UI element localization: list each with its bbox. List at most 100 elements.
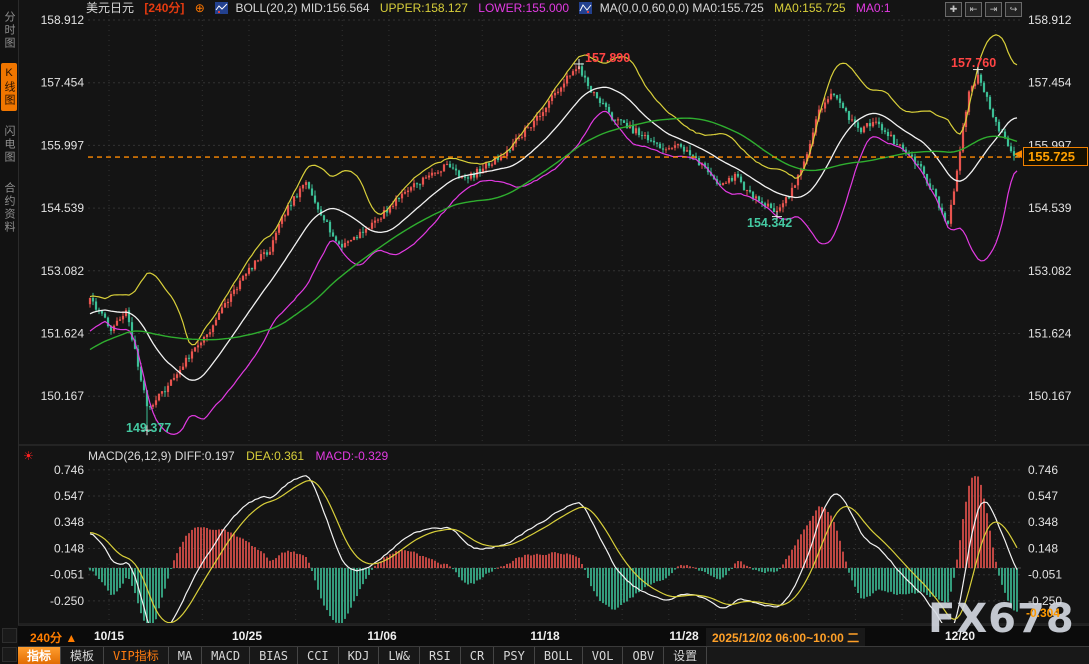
sidebar-item-4[interactable]: 合约资料 (3, 182, 15, 234)
tab-VOL[interactable]: VOL (583, 647, 624, 664)
y-axis-label: 150.167 (41, 389, 85, 403)
tab-BOLL[interactable]: BOLL (535, 647, 583, 664)
y-axis-label: 0.547 (54, 489, 84, 503)
y-axis-label: 151.624 (1028, 327, 1072, 341)
y-axis-label: 0.148 (54, 542, 84, 556)
sidebar-item-1[interactable]: 分时图 (3, 10, 15, 50)
chart-toolbar: ✚ ⇤ ⇥ ↪ (945, 2, 1022, 17)
y-axis-label: 0.746 (54, 463, 84, 477)
tab-MA[interactable]: MA (169, 647, 203, 664)
y-axis-label: 158.912 (1028, 13, 1072, 27)
macd-params-readout: MACD(26,12,9) DIFF:0.197 (88, 449, 235, 463)
mini-chart-icon[interactable] (215, 2, 229, 14)
mini-chart-icon[interactable] (579, 2, 593, 14)
boll-lower-readout: LOWER:155.000 (478, 1, 570, 15)
sidebar-item-3[interactable]: 闪电图 (3, 124, 15, 164)
shift-right-icon[interactable]: ⇥ (985, 2, 1002, 17)
y-axis-label: 157.454 (41, 76, 85, 90)
tab-指标[interactable]: 指标 (18, 647, 62, 664)
y-axis-label: 155.997 (41, 138, 85, 152)
detach-icon[interactable]: ↪ (1005, 2, 1022, 17)
corner-button-2[interactable] (2, 647, 17, 662)
shift-left-icon[interactable]: ⇤ (965, 2, 982, 17)
crosshair-datetime: 2025/12/02 06:00~10:00 二 (706, 628, 866, 647)
y-axis-label: 0.348 (54, 515, 84, 529)
boll-upper-line (89, 34, 1018, 346)
y-axis-label: 0.547 (1028, 489, 1058, 503)
y-axis-label: -0.051 (50, 568, 84, 582)
extreme-marker (574, 58, 584, 69)
extreme-marker (772, 211, 782, 222)
tab-KDJ[interactable]: KDJ (339, 647, 380, 664)
boll-mid-line (89, 86, 1018, 381)
tab-VIP指标[interactable]: VIP指标 (104, 647, 169, 664)
macd-dea-readout: DEA:0.361 (246, 449, 305, 463)
y-axis-label: -0.051 (1028, 568, 1062, 582)
candles-layer (88, 62, 1019, 431)
tab-RSI[interactable]: RSI (420, 647, 461, 664)
corner-button-1[interactable] (2, 628, 17, 643)
price-pointer-icon (1014, 150, 1022, 159)
extreme-value-label: 149.377 (126, 421, 171, 435)
ma0-readout-2: MA0:155.725 (774, 1, 846, 15)
tab-设置[interactable]: 设置 (664, 647, 708, 664)
y-axis-label: -0.250 (1028, 594, 1062, 608)
grid-layer (88, 15, 1022, 623)
boll-upper-readout: UPPER:158.127 (379, 1, 468, 15)
x-axis-label: 11/18 (530, 629, 560, 643)
time-axis-row: 240分 ▲ 2025/12/02 06:00~10:00 二 10/15 10/… (18, 625, 1089, 647)
macd-histogram (88, 476, 1022, 623)
x-axis-label: 10/15 (93, 629, 125, 643)
tab-MACD[interactable]: MACD (202, 647, 251, 664)
x-axis-label: 12/20 (944, 629, 976, 643)
tab-BIAS[interactable]: BIAS (250, 647, 298, 664)
period-badge[interactable]: [240分] (144, 1, 185, 15)
tab-OBV[interactable]: OBV (623, 647, 665, 664)
period-selector[interactable]: 240分 ▲ (30, 631, 78, 645)
indicator-legend: 美元日元 [240分] ⊕ BOLL(20,2) MID:156.564 UPP… (86, 1, 898, 16)
ma60-line (89, 117, 1018, 351)
extreme-value-label: 154.342 (747, 216, 792, 230)
y-axis-label: 0.148 (1028, 542, 1058, 556)
boll-readout: BOLL(20,2) MID:156.564 (235, 1, 370, 15)
alert-icon[interactable]: ☀ (23, 449, 34, 463)
extreme-value-label: 157.890 (585, 51, 630, 65)
y-axis-label: 150.167 (1028, 389, 1072, 403)
y-axis-label: -0.250 (50, 594, 84, 608)
y-axis-label: 153.082 (41, 264, 85, 278)
sidebar-item-2[interactable]: K线图 (1, 63, 17, 111)
symbol-name: 美元日元 (86, 1, 135, 15)
macd-diff-line (89, 475, 1018, 623)
extreme-marker (142, 425, 152, 436)
current-macd-value: -0.304 (1026, 606, 1061, 620)
boll-lower-line (89, 110, 1018, 435)
current-price-tag: 155.725 (1023, 147, 1088, 166)
extreme-marker (973, 64, 983, 75)
x-axis-label: 11/06 (367, 629, 397, 643)
macd-dea-line (89, 479, 1018, 623)
y-axis-label: 153.082 (1028, 264, 1072, 278)
pan-icon[interactable]: ✚ (945, 2, 962, 17)
y-axis-label: 158.912 (41, 13, 85, 27)
tab-CCI[interactable]: CCI (298, 647, 339, 664)
ma-readout: MA(0,0,0,60,0,0) MA0:155.725 (599, 1, 764, 15)
x-axis-label: 11/28 (669, 629, 699, 643)
tab-模板[interactable]: 模板 (61, 647, 105, 664)
y-axis-label: 0.348 (1028, 515, 1058, 529)
tab-CR[interactable]: CR (461, 647, 495, 664)
y-axis-label: 0.746 (1028, 463, 1058, 477)
macd-value-readout: MACD:-0.329 (315, 449, 389, 463)
chart-mode-sidebar: 分时图 K线图闪电图合约资料 (0, 0, 19, 664)
target-icon[interactable]: ⊕ (194, 1, 205, 15)
tab-PSY[interactable]: PSY (494, 647, 535, 664)
x-axis-label: 10/25 (231, 629, 263, 643)
y-axis-label: 151.624 (41, 327, 85, 341)
indicator-tab-bar: 指标 模板 VIP指标 MA MACD BIAS CCI KDJ LW& RSI CR PSY BOLL… (18, 646, 1089, 664)
y-axis-label: 154.539 (41, 201, 85, 215)
tab-LW&[interactable]: LW& (379, 647, 421, 664)
y-axis-label: 154.539 (1028, 201, 1072, 215)
ma0-readout-3: MA0:1 (855, 1, 891, 15)
macd-legend: MACD(26,12,9) DIFF:0.197 DEA:0.361 MACD:… (88, 449, 396, 463)
